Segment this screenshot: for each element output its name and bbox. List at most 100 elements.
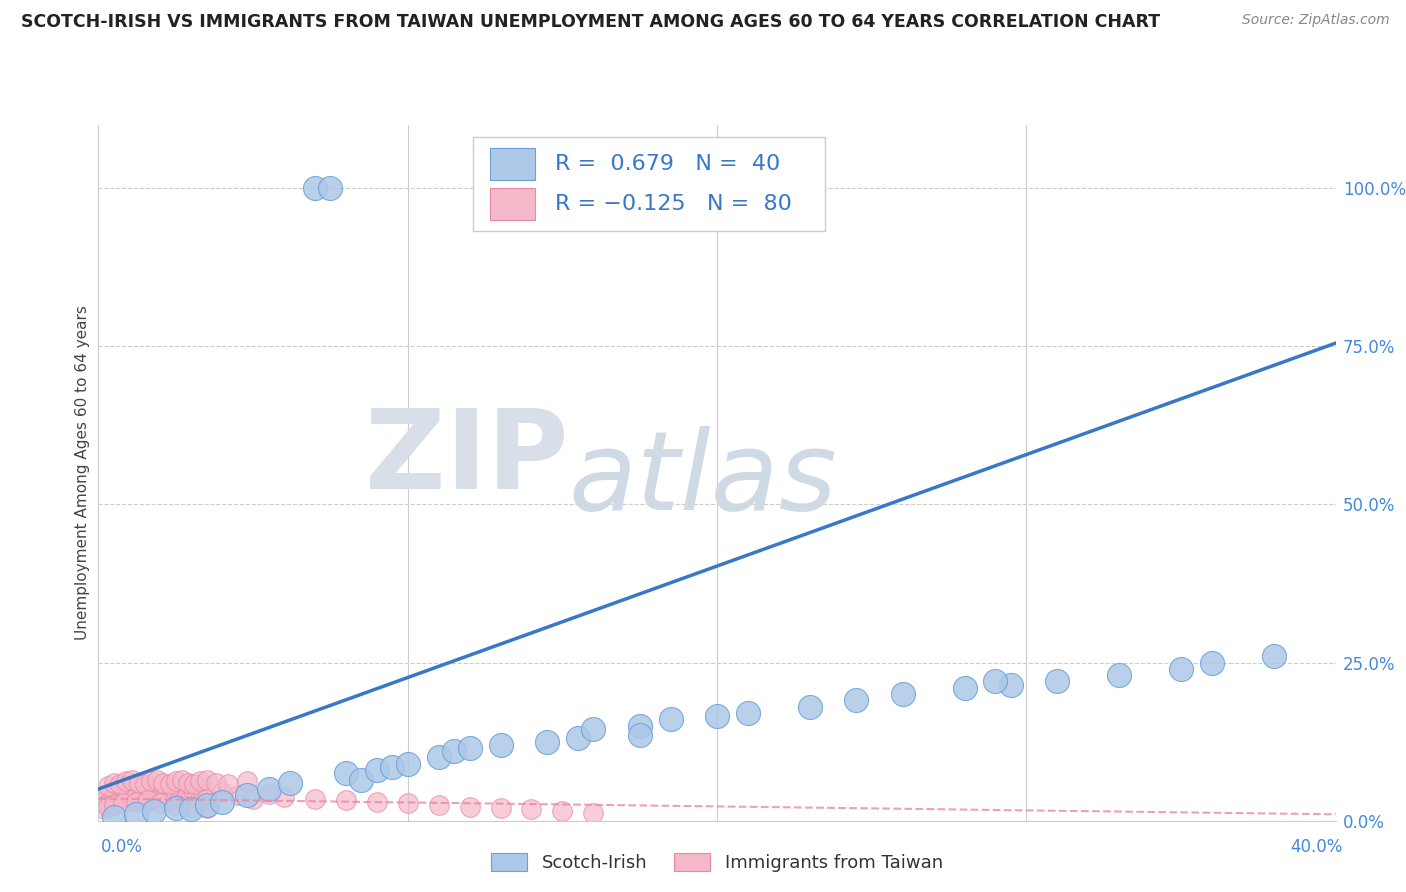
Point bbox=[146, 789, 169, 803]
Point bbox=[195, 797, 218, 812]
Point bbox=[366, 763, 388, 777]
Point bbox=[304, 181, 326, 195]
Point bbox=[891, 687, 914, 701]
Point bbox=[242, 791, 264, 805]
Point bbox=[304, 791, 326, 805]
Point bbox=[149, 789, 172, 804]
Text: atlas: atlas bbox=[568, 426, 837, 533]
Point bbox=[458, 740, 481, 755]
Point bbox=[97, 796, 120, 810]
Point bbox=[121, 772, 143, 787]
Point bbox=[396, 796, 419, 810]
Point bbox=[520, 802, 543, 816]
Text: 0.0%: 0.0% bbox=[101, 838, 143, 856]
Point bbox=[953, 681, 976, 695]
Point bbox=[162, 787, 184, 801]
Point bbox=[845, 693, 868, 707]
Point bbox=[335, 766, 357, 780]
Point bbox=[236, 774, 259, 789]
Point bbox=[489, 801, 512, 815]
Point bbox=[257, 787, 280, 801]
Point bbox=[226, 789, 249, 803]
Point bbox=[167, 785, 190, 799]
Point bbox=[551, 804, 574, 818]
Text: R = −0.125   N =  80: R = −0.125 N = 80 bbox=[555, 194, 793, 214]
Point bbox=[93, 791, 115, 805]
Point bbox=[165, 774, 187, 789]
Point bbox=[1046, 674, 1069, 689]
Point bbox=[165, 789, 187, 804]
Point bbox=[180, 802, 202, 816]
Point bbox=[90, 795, 112, 809]
Point bbox=[659, 713, 682, 727]
Point bbox=[190, 791, 212, 805]
Point bbox=[112, 795, 135, 809]
Point bbox=[443, 744, 465, 758]
Point bbox=[103, 775, 125, 789]
Point bbox=[350, 772, 373, 787]
Point bbox=[131, 789, 153, 803]
Point bbox=[984, 674, 1007, 689]
Point bbox=[211, 795, 233, 809]
Point bbox=[97, 799, 120, 814]
Point bbox=[319, 181, 342, 195]
Point bbox=[628, 719, 651, 733]
Point bbox=[136, 789, 159, 804]
Point bbox=[195, 772, 218, 787]
Point bbox=[582, 805, 605, 820]
Point bbox=[427, 750, 450, 764]
Point bbox=[170, 772, 193, 787]
Text: 40.0%: 40.0% bbox=[1291, 838, 1343, 856]
Point bbox=[1000, 678, 1022, 692]
Point bbox=[124, 795, 146, 809]
Point bbox=[1108, 668, 1130, 682]
Point bbox=[186, 789, 208, 803]
Point bbox=[146, 772, 169, 787]
Point bbox=[737, 706, 759, 720]
Point bbox=[1201, 656, 1223, 670]
Point bbox=[118, 789, 141, 803]
Point bbox=[195, 789, 218, 804]
Point bbox=[105, 787, 128, 801]
Point bbox=[183, 785, 205, 799]
Point bbox=[152, 785, 174, 799]
Point bbox=[139, 774, 162, 789]
Point bbox=[236, 789, 259, 803]
Point bbox=[143, 804, 166, 818]
Point bbox=[128, 775, 150, 789]
Point bbox=[381, 760, 404, 774]
Point bbox=[108, 777, 131, 791]
Point bbox=[211, 785, 233, 799]
Point bbox=[278, 775, 301, 789]
Point bbox=[195, 801, 218, 815]
Legend: Scotch-Irish, Immigrants from Taiwan: Scotch-Irish, Immigrants from Taiwan bbox=[482, 844, 952, 881]
Point bbox=[396, 756, 419, 771]
Point bbox=[180, 789, 202, 804]
Point bbox=[489, 738, 512, 752]
Text: SCOTCH-IRISH VS IMMIGRANTS FROM TAIWAN UNEMPLOYMENT AMONG AGES 60 TO 64 YEARS CO: SCOTCH-IRISH VS IMMIGRANTS FROM TAIWAN U… bbox=[21, 13, 1160, 31]
Y-axis label: Unemployment Among Ages 60 to 64 years: Unemployment Among Ages 60 to 64 years bbox=[75, 305, 90, 640]
Point bbox=[159, 777, 181, 791]
Point bbox=[1263, 649, 1285, 664]
Point bbox=[97, 779, 120, 793]
Point bbox=[103, 797, 125, 812]
Point bbox=[165, 801, 187, 815]
Point bbox=[165, 797, 187, 812]
Point bbox=[273, 789, 295, 804]
Point bbox=[103, 789, 125, 804]
Point bbox=[177, 775, 200, 789]
Point bbox=[124, 789, 146, 804]
Point bbox=[582, 722, 605, 736]
Point bbox=[143, 791, 166, 805]
Point bbox=[427, 797, 450, 812]
Point bbox=[124, 807, 146, 822]
Point bbox=[180, 799, 202, 814]
Point bbox=[190, 774, 212, 789]
Point bbox=[136, 793, 159, 807]
Point bbox=[183, 777, 205, 791]
Text: ZIP: ZIP bbox=[366, 405, 568, 512]
Point bbox=[108, 790, 131, 805]
Point bbox=[155, 789, 177, 803]
Point bbox=[170, 789, 193, 803]
Point bbox=[90, 801, 112, 815]
